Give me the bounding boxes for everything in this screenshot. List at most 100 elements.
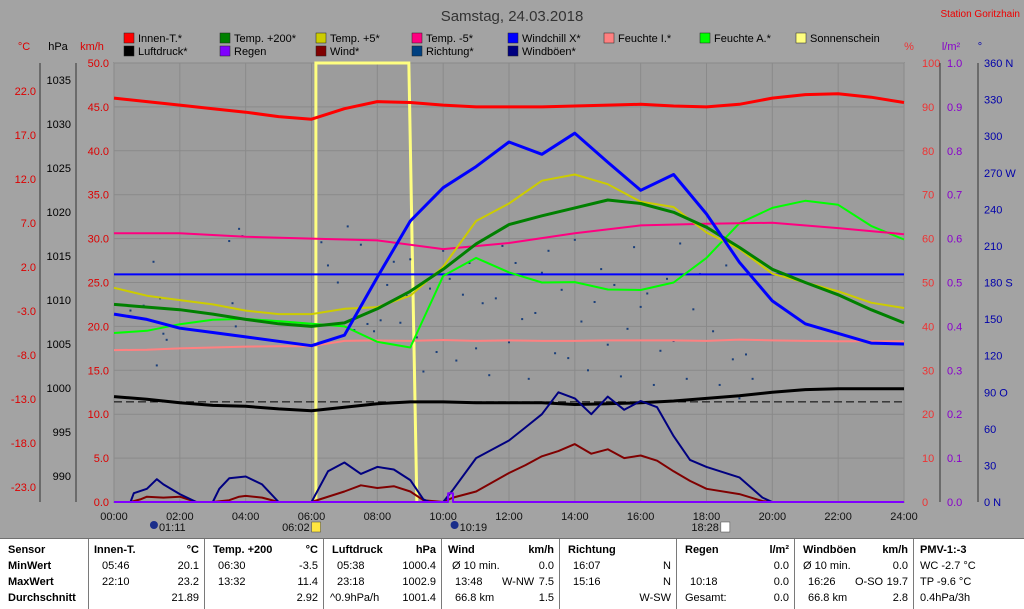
temp-tick-label: -3.0: [17, 306, 36, 318]
direction-tick-label: 210: [984, 241, 1002, 253]
direction-point: [718, 383, 721, 386]
unit-label-percent: %: [904, 41, 914, 53]
direction-point: [731, 358, 734, 361]
unit-label-wind: km/h: [80, 41, 104, 53]
percent-tick-label: 30: [922, 365, 934, 377]
stats-header-temp200-unit: °C: [305, 544, 318, 556]
direction-tick-label: 270 W: [984, 168, 1016, 180]
direction-point: [379, 319, 382, 322]
wind-tick-label: 40.0: [88, 146, 109, 158]
direction-tick-label: 150: [984, 314, 1002, 326]
stats-header-regen-unit: l/m²: [769, 544, 789, 556]
legend-label: Temp. +200*: [234, 33, 297, 45]
rain-tick-label: 0.5: [947, 278, 962, 290]
stats-col-pmv: PMV-1:-3 WC -2.7 °C TP -9.6 °C 0.4hPa/3h: [913, 539, 1024, 609]
direction-point: [366, 322, 369, 325]
temp-tick-label: -8.0: [17, 350, 36, 362]
legend-label: Temp. -5*: [426, 33, 474, 45]
rain-tick-label: 0.6: [947, 234, 962, 246]
stats-header-regen: Regen: [685, 544, 719, 556]
series-line: [113, 173, 905, 316]
stats-luftdruck-trend: ^0.9hPa/h: [330, 592, 380, 604]
stats-luftdruck-min-time: 05:38: [337, 560, 365, 572]
wind-tick-label: 20.0: [88, 321, 109, 333]
stats-windboeen-r3-label: 66.8 km: [808, 592, 848, 604]
legend-swatch: [507, 32, 519, 44]
stats-temp200-max-time: 13:32: [218, 576, 246, 588]
legend-swatch: [507, 45, 519, 57]
direction-point: [399, 321, 402, 324]
unit-label-rain: l/m²: [942, 41, 961, 53]
direction-point: [508, 341, 510, 344]
direction-point: [567, 357, 570, 360]
x-tick-label: 22:00: [824, 511, 852, 523]
series-line: [114, 492, 904, 503]
stats-windboeen-r1-label: Ø 10 min.: [803, 560, 851, 572]
direction-point: [580, 320, 583, 323]
percent-tick-label: 10: [922, 453, 934, 465]
rain-tick-label: 0.2: [947, 409, 962, 421]
direction-point: [534, 311, 537, 314]
series-line: [114, 221, 905, 251]
x-tick-label: 06:00: [298, 511, 326, 523]
legend-swatch: [219, 45, 231, 57]
legend-swatch: [219, 32, 231, 44]
stats-col-temp200: Temp. +200 °C 06:30 -3.5 13:32 11.4 2.92: [204, 539, 324, 609]
direction-point: [435, 351, 438, 354]
temp-tick-label: 12.0: [15, 174, 36, 186]
stats-header-windboeen-unit: km/h: [882, 544, 908, 556]
direction-point: [415, 336, 418, 339]
rain-tick-label: 0.8: [947, 146, 962, 158]
percent-tick-label: 40: [922, 321, 934, 333]
stats-temp200-max: 11.4: [297, 576, 318, 588]
percent-tick-label: 0: [922, 497, 928, 509]
direction-point: [455, 359, 458, 362]
legend-label: Wind*: [330, 46, 360, 58]
direction-point: [448, 277, 451, 280]
percent-tick-label: 60: [922, 234, 934, 246]
direction-point: [679, 242, 682, 245]
pressure-tick-label: 1035: [47, 75, 71, 87]
stats-innen-min: 20.1: [177, 560, 199, 572]
percent-tick-label: 20: [922, 409, 934, 421]
wind-tick-label: 5.0: [94, 453, 109, 465]
direction-point: [646, 292, 649, 295]
stats-windboeen-r2-time: 16:26: [808, 576, 836, 588]
stats-wind-r1: 0.0: [538, 560, 554, 572]
moon-icon: [149, 521, 158, 529]
legend-label: Feuchte A.*: [714, 33, 772, 45]
stats-header-innen-unit: °C: [186, 544, 199, 556]
stats-regen-r3-label: Gesamt:: [685, 592, 727, 604]
stats-header-temp200: Temp. +200: [213, 544, 273, 556]
direction-point: [712, 330, 715, 333]
wind-tick-label: 0.0: [94, 497, 109, 509]
direction-point: [155, 364, 158, 367]
stats-richtung-r2-time: 15:16: [573, 576, 601, 588]
stats-luftdruck-min: 1000.4: [402, 560, 436, 572]
direction-point: [422, 370, 425, 373]
direction-point: [613, 283, 616, 286]
direction-point: [745, 353, 747, 356]
rain-tick-label: 0.0: [947, 497, 962, 509]
legend-label: Windchill X*: [522, 33, 581, 45]
x-tick-label: 16:00: [627, 511, 655, 523]
legend-swatch: [315, 32, 327, 44]
direction-point: [633, 246, 636, 249]
direction-point: [228, 240, 231, 243]
direction-point: [409, 258, 412, 261]
temp-tick-label: 22.0: [15, 86, 36, 98]
direction-point: [481, 302, 484, 305]
direction-point: [554, 352, 557, 355]
rain-tick-label: 0.7: [947, 190, 962, 202]
moon-icon: [450, 521, 459, 529]
stats-col-richtung: Richtung 16:07 N 15:16 N W-SW: [559, 539, 677, 609]
stats-regen-r1: 0.0: [773, 560, 789, 572]
stats-label-avg: Durchschnitt: [8, 592, 76, 604]
pressure-tick-label: 1000: [47, 383, 71, 395]
stats-innen-max-time: 22:10: [102, 576, 130, 588]
pressure-tick-label: 1030: [47, 119, 71, 131]
direction-point: [666, 277, 668, 280]
direction-point: [165, 338, 168, 341]
legend-swatch: [795, 32, 807, 44]
legend-swatch: [411, 32, 423, 44]
